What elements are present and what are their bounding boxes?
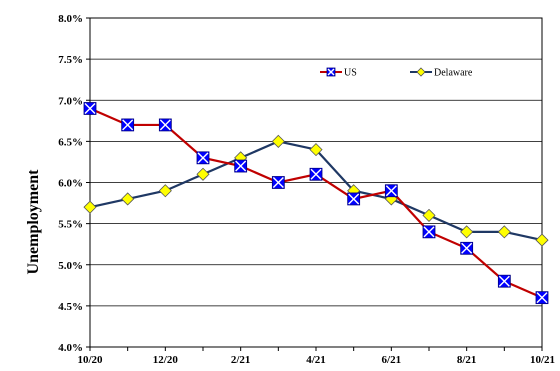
data-point bbox=[460, 225, 474, 239]
x-axis-ticks: 10/20 12/20 2/21 4/21 6/21 8/21 10/21 bbox=[77, 347, 555, 366]
data-point bbox=[234, 159, 248, 173]
y-tick-label: 4.0% bbox=[58, 342, 83, 354]
x-tick-label: 4/21 bbox=[306, 354, 326, 366]
marker-cross bbox=[461, 242, 473, 254]
data-point bbox=[121, 192, 135, 206]
x-tick-label: 12/20 bbox=[153, 354, 179, 366]
data-point bbox=[196, 151, 210, 165]
marker-cross bbox=[536, 292, 548, 304]
x-tick-label: 6/21 bbox=[382, 354, 402, 366]
series-us bbox=[83, 102, 549, 305]
marker-cross bbox=[84, 102, 96, 114]
y-tick-label: 8.0% bbox=[58, 13, 83, 25]
data-point bbox=[347, 192, 361, 206]
data-point bbox=[271, 176, 285, 189]
marker-cross bbox=[197, 152, 209, 164]
x-tick-label: 2/21 bbox=[231, 354, 251, 366]
marker-cross bbox=[272, 177, 284, 188]
marker-cross bbox=[159, 119, 171, 131]
y-tick-label: 6.5% bbox=[58, 136, 83, 148]
x-tick-label: 8/21 bbox=[457, 354, 477, 366]
legend-marker bbox=[416, 67, 426, 77]
y-tick-label: 5.0% bbox=[58, 260, 83, 272]
x-tick-label: 10/21 bbox=[530, 354, 555, 366]
y-tick-label: 6.0% bbox=[58, 178, 83, 190]
data-point bbox=[535, 233, 549, 247]
y-tick-label: 4.5% bbox=[58, 301, 83, 313]
marker-cross bbox=[327, 68, 335, 76]
series-layer bbox=[83, 102, 549, 305]
data-point bbox=[121, 118, 135, 132]
marker-cross bbox=[310, 168, 322, 180]
legend-item-delaware: Delaware bbox=[410, 67, 473, 79]
y-axis-title: Unemployment bbox=[25, 169, 42, 275]
marker-cross bbox=[498, 275, 510, 287]
marker-cross bbox=[122, 119, 134, 131]
data-point bbox=[83, 102, 97, 115]
data-point bbox=[309, 167, 323, 181]
y-tick-label: 5.5% bbox=[58, 219, 83, 231]
y-tick-label: 7.5% bbox=[58, 54, 83, 66]
legend-marker bbox=[326, 67, 336, 77]
data-point bbox=[422, 225, 436, 239]
y-tick-label: 7.0% bbox=[58, 95, 83, 107]
data-point bbox=[158, 184, 172, 198]
marker-cross bbox=[348, 193, 360, 205]
data-point bbox=[271, 134, 285, 148]
series-delaware bbox=[83, 134, 549, 247]
series-line bbox=[89, 140, 543, 242]
data-point bbox=[83, 200, 97, 214]
data-point bbox=[535, 291, 549, 305]
data-point bbox=[497, 225, 511, 239]
x-tick-label: 10/20 bbox=[77, 354, 103, 366]
data-point bbox=[497, 274, 511, 288]
legend-label: Delaware bbox=[434, 68, 473, 79]
legend-label: US bbox=[344, 68, 357, 79]
grid-lines bbox=[90, 58, 542, 307]
data-point bbox=[384, 184, 398, 198]
marker-cross bbox=[235, 160, 247, 172]
data-point bbox=[309, 143, 323, 157]
marker-cross bbox=[423, 226, 435, 238]
data-point bbox=[460, 241, 474, 255]
data-point bbox=[422, 208, 436, 222]
data-point bbox=[158, 118, 172, 132]
series-line bbox=[89, 107, 543, 299]
data-point bbox=[196, 167, 210, 181]
legend: US Delaware bbox=[320, 67, 473, 79]
marker-cross bbox=[385, 185, 397, 197]
legend-item-us: US bbox=[320, 68, 357, 79]
y-axis-ticks: 4.0% 4.5% 5.0% 5.5% 6.0% 6.5% 7.0% 7.5% 8.0% bbox=[58, 13, 90, 354]
